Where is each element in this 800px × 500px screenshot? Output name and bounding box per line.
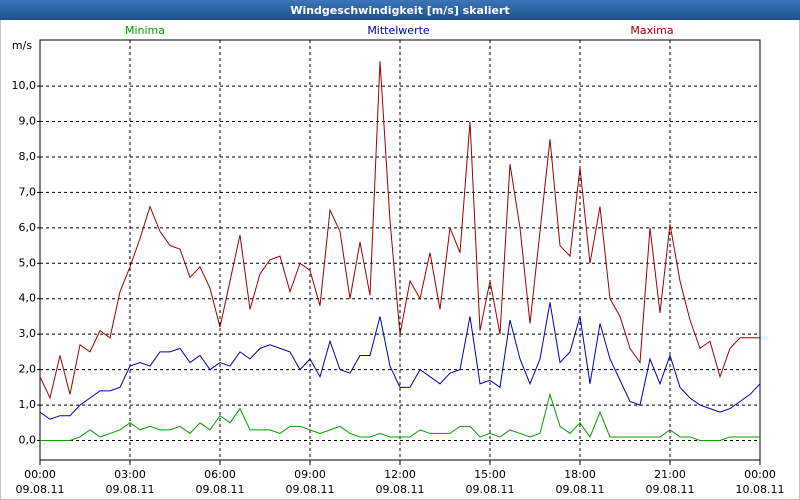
x-tick-label-line: 09.08.11 bbox=[16, 483, 65, 496]
x-tick-label: 21:00 09.08.11 bbox=[646, 468, 695, 496]
x-tick-label: 18:00 09.08.11 bbox=[556, 468, 605, 496]
y-tick-label: 8,0 bbox=[19, 150, 37, 163]
x-tick-label: 09:00 09.08.11 bbox=[286, 468, 335, 496]
y-tick-label: 4,0 bbox=[19, 292, 37, 305]
y-tick-label: 0,0 bbox=[19, 434, 37, 447]
x-tick-label-line: 09.08.11 bbox=[286, 483, 335, 496]
x-tick-label: 03:00 09.08.11 bbox=[106, 468, 155, 496]
x-tick-label-line: 09.08.11 bbox=[106, 483, 155, 496]
y-tick-label: 3,0 bbox=[19, 327, 37, 340]
x-tick-label-line: 03:00 bbox=[114, 468, 146, 481]
x-tick-label: 15:00 09.08.11 bbox=[466, 468, 515, 496]
y-tick-label: 6,0 bbox=[19, 221, 37, 234]
chart-title: Windgeschwindigkeit [m/s] skaliert bbox=[290, 4, 509, 17]
y-tick-label: 7,0 bbox=[19, 185, 37, 198]
title-bar bbox=[0, 0, 800, 20]
x-tick-label-line: 00:00 bbox=[744, 468, 776, 481]
x-tick-label-line: 09.08.11 bbox=[376, 483, 425, 496]
series-line bbox=[39, 302, 761, 420]
y-tick-label: 9,0 bbox=[19, 115, 37, 128]
x-tick-label-line: 12:00 bbox=[384, 468, 416, 481]
legend-entry: Minima bbox=[125, 24, 165, 37]
x-tick-label: 00:00 10.08.11 bbox=[736, 468, 785, 496]
y-tick-label: 2,0 bbox=[19, 363, 37, 376]
x-tick-label-line: 21:00 bbox=[654, 468, 686, 481]
x-tick-label-line: 09.08.11 bbox=[646, 483, 695, 496]
x-tick-label-line: 10.08.11 bbox=[736, 483, 785, 496]
series-line bbox=[40, 392, 760, 442]
series-line bbox=[39, 61, 760, 400]
y-tick-label: 5,0 bbox=[19, 256, 37, 269]
x-tick-label-line: 15:00 bbox=[474, 468, 506, 481]
legend-entry: Mittelwerte bbox=[367, 24, 430, 37]
x-tick-label: 06:00 09.08.11 bbox=[196, 468, 245, 496]
x-tick-label-line: 18:00 bbox=[564, 468, 596, 481]
x-tick-label: 00:00 09.08.11 bbox=[16, 468, 65, 496]
x-tick-label: 12:00 09.08.11 bbox=[376, 468, 425, 496]
y-tick-label: 10,0 bbox=[12, 79, 37, 92]
x-tick-label-line: 00:00 bbox=[24, 468, 56, 481]
x-tick-label-line: 09.08.11 bbox=[556, 483, 605, 496]
y-axis-label: m/s bbox=[12, 39, 32, 52]
x-tick-label-line: 09.08.11 bbox=[196, 483, 245, 496]
x-tick-label-line: 09.08.11 bbox=[466, 483, 515, 496]
x-tick-label-line: 06:00 bbox=[204, 468, 236, 481]
legend-entry: Maxima bbox=[630, 24, 673, 37]
x-tick-label-line: 09:00 bbox=[294, 468, 326, 481]
y-tick-label: 1,0 bbox=[19, 398, 37, 411]
